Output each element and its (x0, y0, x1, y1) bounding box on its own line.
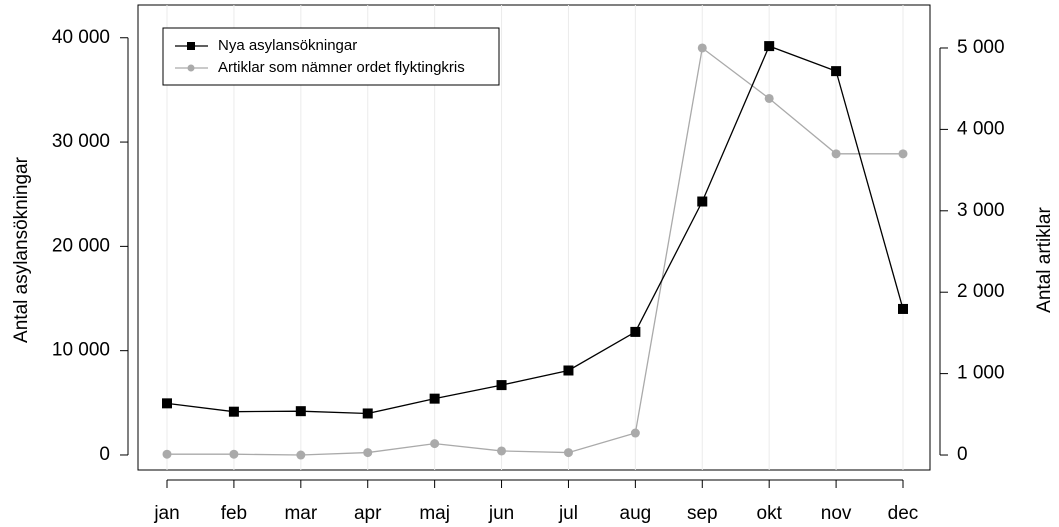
y-axis-label: Antal asylansökningar (11, 156, 32, 343)
point (697, 43, 707, 53)
y2-tick-label: 2 000 (957, 281, 1005, 302)
x-tick-label: jan (153, 503, 179, 524)
y2-tick-label: 3 000 (957, 200, 1005, 221)
point (697, 196, 708, 207)
y2-tick-label: 1 000 (957, 363, 1005, 384)
x-tick-label: nov (821, 503, 852, 524)
y2-axis-label: Antal artiklar (1034, 207, 1055, 313)
y-tick-label: 40 000 (52, 27, 110, 48)
legend-box (162, 27, 500, 86)
point (296, 450, 306, 460)
point (430, 439, 440, 449)
y2-tick-label: 0 (957, 444, 968, 465)
y2-tick-label: 4 000 (957, 118, 1005, 139)
point (363, 448, 373, 458)
legend-label: Nya asylansökningar (218, 37, 357, 54)
point (496, 380, 507, 391)
point (630, 326, 641, 337)
x-tick-label: mar (284, 503, 317, 524)
point (162, 398, 172, 409)
y-tick-label: 10 000 (52, 340, 110, 361)
y-tick-label: 30 000 (52, 131, 110, 152)
y2-tick-label: 5 000 (957, 37, 1005, 58)
y-tick-label: 0 (99, 444, 110, 465)
x-tick-label: aug (620, 503, 652, 524)
legend-marker (187, 42, 195, 50)
x-tick-label: jun (488, 503, 514, 524)
point (630, 428, 640, 438)
point (831, 66, 842, 77)
y-tick-label: 20 000 (52, 235, 110, 256)
point (764, 41, 775, 52)
point (497, 446, 507, 456)
point (563, 448, 573, 458)
x-tick-label: apr (354, 503, 382, 524)
x-tick-label: dec (888, 503, 919, 524)
x-tick-label: jul (558, 503, 578, 524)
point (362, 408, 373, 419)
point (898, 149, 908, 159)
x-tick-label: okt (757, 503, 783, 524)
point (898, 303, 908, 314)
series-line (166, 45, 904, 415)
point (162, 449, 172, 459)
point (295, 406, 306, 417)
x-tick-label: feb (221, 503, 247, 524)
point (228, 406, 239, 417)
point (764, 93, 774, 103)
series-line (167, 46, 903, 456)
plot-frame (137, 4, 931, 471)
point (831, 149, 841, 159)
x-tick-label: sep (687, 503, 718, 524)
point (229, 449, 239, 459)
point (429, 393, 440, 404)
point (563, 365, 574, 376)
legend-marker (187, 64, 195, 72)
x-tick-label: maj (419, 503, 450, 524)
legend-label: Artiklar som nämner ordet flyktingkris (218, 59, 465, 76)
